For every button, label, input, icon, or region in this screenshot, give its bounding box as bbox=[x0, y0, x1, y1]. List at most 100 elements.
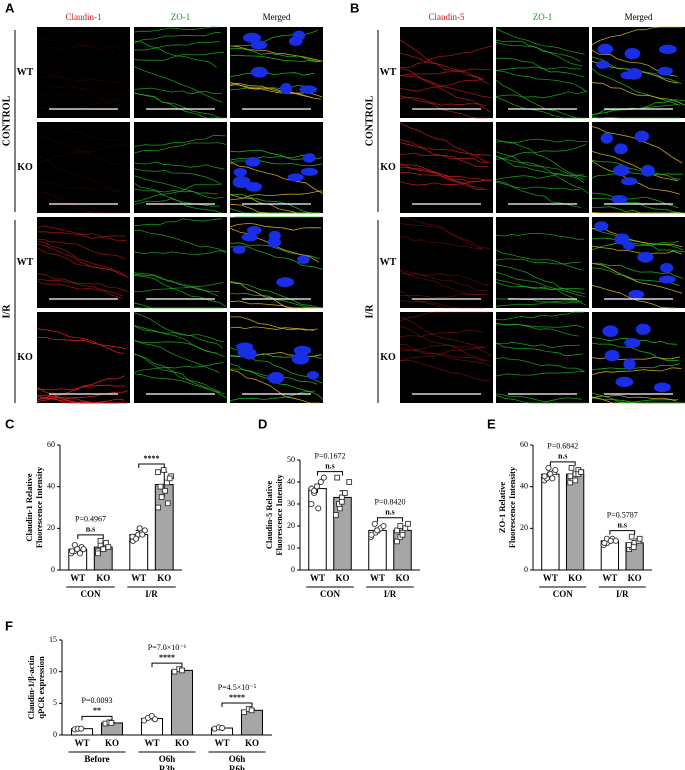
cell-border bbox=[36, 37, 127, 52]
cell-border bbox=[591, 367, 682, 376]
micrograph bbox=[229, 312, 324, 404]
nucleus bbox=[237, 347, 254, 358]
micrograph-bg bbox=[400, 312, 493, 403]
cell-border bbox=[133, 66, 223, 103]
bar bbox=[565, 473, 585, 571]
data-point bbox=[80, 546, 87, 553]
data-point bbox=[313, 483, 321, 490]
data-point bbox=[76, 550, 84, 557]
cell-border bbox=[229, 208, 318, 214]
column-header: ZO-1 bbox=[533, 12, 553, 22]
micrograph bbox=[133, 217, 227, 309]
nucleus bbox=[245, 181, 263, 192]
cell-border bbox=[36, 44, 128, 50]
cell-border bbox=[133, 353, 221, 393]
data-point bbox=[346, 479, 353, 485]
cell-border bbox=[495, 139, 588, 178]
data-point bbox=[626, 542, 632, 548]
data-point bbox=[320, 474, 327, 481]
cell-border bbox=[133, 41, 221, 51]
nucleus bbox=[600, 132, 613, 144]
p-value: P=0.4967 bbox=[75, 515, 106, 524]
cell-border bbox=[36, 272, 124, 297]
nucleus bbox=[620, 177, 638, 186]
data-point bbox=[160, 467, 167, 473]
cell-border bbox=[36, 191, 127, 214]
nucleus bbox=[597, 43, 614, 55]
significance: n.s bbox=[86, 525, 96, 534]
nucleus bbox=[659, 44, 677, 54]
cell-border bbox=[36, 336, 127, 350]
cell-border bbox=[36, 26, 124, 57]
cell-border bbox=[591, 237, 683, 250]
row-label: WT bbox=[17, 67, 34, 78]
y-tick-label: 0 bbox=[51, 565, 55, 574]
x-tick-label: WT bbox=[70, 573, 85, 583]
cell-border bbox=[133, 175, 224, 199]
cell-border bbox=[399, 300, 487, 309]
micrograph-bg bbox=[400, 217, 493, 308]
cell-border bbox=[495, 233, 584, 240]
data-point bbox=[628, 533, 635, 540]
y-axis-label: Claudin-1 Relative bbox=[24, 473, 34, 541]
nucleus bbox=[624, 338, 641, 348]
significance: **** bbox=[159, 653, 175, 662]
nucleus bbox=[635, 323, 651, 335]
cell-border bbox=[229, 48, 321, 63]
cell-border bbox=[399, 344, 491, 367]
data-point bbox=[100, 546, 107, 553]
significance: n.s bbox=[325, 461, 335, 470]
cell-border bbox=[495, 79, 587, 119]
nucleus bbox=[288, 36, 303, 47]
data-point bbox=[179, 667, 185, 674]
data-point bbox=[333, 512, 339, 518]
y-tick-label: 20 bbox=[520, 523, 528, 532]
nucleus bbox=[233, 167, 247, 177]
y-axis-label: Fluorescence Intensity bbox=[274, 474, 284, 556]
micrograph bbox=[36, 312, 130, 404]
cell-border bbox=[133, 161, 225, 170]
cell-border bbox=[495, 42, 581, 62]
data-point bbox=[334, 474, 341, 481]
nucleus bbox=[623, 358, 636, 371]
row-label: WT bbox=[380, 257, 397, 268]
y-axis-label: Fluorescence Intensity bbox=[34, 466, 44, 548]
micrograph bbox=[36, 122, 130, 214]
cell-border bbox=[399, 39, 490, 85]
data-point bbox=[171, 668, 178, 675]
p-value: P=0.6842 bbox=[547, 442, 578, 451]
panel-label: E bbox=[487, 416, 496, 431]
cell-border bbox=[591, 151, 679, 182]
nucleus bbox=[246, 226, 262, 235]
significance: n.s bbox=[617, 520, 627, 529]
nucleus bbox=[615, 376, 634, 387]
group-label: CONTROL bbox=[1, 95, 12, 146]
significance-bracket bbox=[138, 463, 165, 468]
row-label: KO bbox=[380, 352, 396, 363]
cell-border bbox=[399, 346, 488, 363]
x-tick-label: WT bbox=[602, 573, 617, 583]
cell-border bbox=[399, 270, 490, 296]
cell-border bbox=[399, 52, 485, 80]
micrograph bbox=[495, 122, 589, 213]
data-point bbox=[158, 494, 165, 500]
x-tick-label: WT bbox=[74, 738, 89, 748]
data-point bbox=[572, 477, 579, 484]
y-axis-label: qPCR expression bbox=[36, 656, 46, 719]
micrograph bbox=[591, 122, 685, 214]
y-tick-label: 20 bbox=[287, 521, 295, 530]
data-point bbox=[636, 535, 643, 542]
cell-border bbox=[591, 240, 679, 251]
cell-border bbox=[133, 325, 218, 354]
data-point bbox=[371, 520, 378, 527]
y-tick-label: 0 bbox=[524, 565, 528, 574]
group-label: CONTROL bbox=[364, 95, 375, 146]
x-tick-label: KO bbox=[105, 738, 119, 748]
cell-border bbox=[495, 264, 586, 294]
data-point bbox=[394, 538, 400, 545]
nucleus bbox=[611, 194, 628, 204]
nucleus bbox=[297, 255, 310, 264]
cell-border bbox=[495, 370, 585, 377]
cell-border bbox=[36, 144, 129, 165]
group-label: Before bbox=[84, 754, 109, 764]
